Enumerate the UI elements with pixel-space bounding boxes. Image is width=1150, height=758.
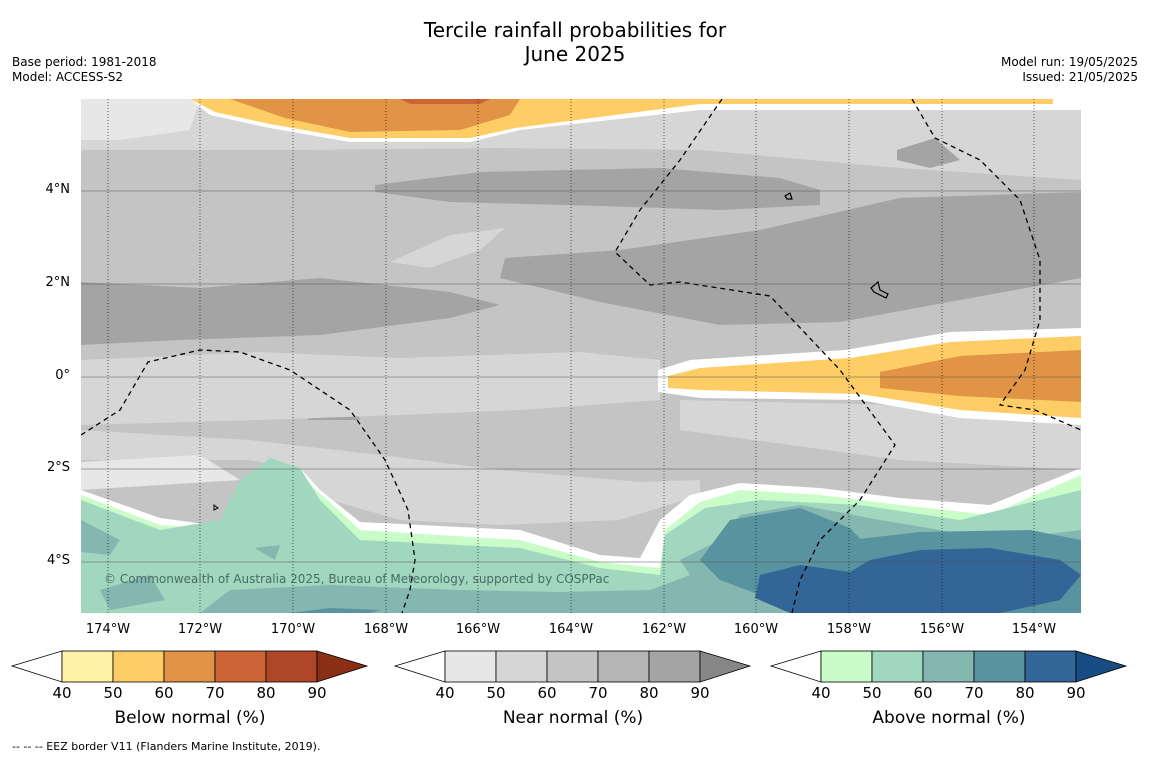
cb-above-seg-0 — [769, 650, 822, 683]
lon-label-156w: 156°W — [919, 622, 965, 637]
cb-below-seg-5 — [265, 650, 318, 683]
colorbar-below-label: Below normal (%) — [114, 708, 266, 728]
cb-above-seg-3 — [922, 650, 975, 683]
cb-near-seg-1 — [444, 650, 497, 683]
lon-label-160w: 160°W — [733, 622, 779, 637]
cb-below-seg-0 — [10, 650, 63, 683]
lat-label-0: 0° — [55, 368, 70, 383]
cb-above-tick: 90 — [1066, 684, 1086, 702]
issued-date: Issued: 21/05/2025 — [1022, 70, 1138, 84]
base-period: Base period: 1981-2018 — [12, 55, 157, 69]
near-normal-80-band-b — [500, 192, 1081, 325]
lon-label-168w: 168°W — [363, 622, 409, 637]
lat-label-2n: 2°N — [45, 275, 71, 290]
lat-label-2s: 2°S — [46, 460, 70, 475]
cb-above-seg-4 — [973, 650, 1026, 683]
cb-below-tick: 90 — [307, 684, 327, 702]
cb-near-seg-2 — [495, 650, 548, 683]
lon-label-174w: 174°W — [85, 622, 131, 637]
cb-below-tick: 70 — [205, 684, 225, 702]
cb-near-seg-5 — [648, 650, 701, 683]
cb-below-tick: 80 — [256, 684, 276, 702]
cb-above-tick: 60 — [913, 684, 933, 702]
cb-above-seg-1 — [820, 650, 873, 683]
cb-near-tick: 90 — [690, 684, 710, 702]
lon-label-158w: 158°W — [826, 622, 872, 637]
cb-above-tick: 40 — [811, 684, 831, 702]
cb-near-tick: 60 — [537, 684, 557, 702]
cb-below-seg-3 — [163, 650, 216, 683]
cb-below-seg-2 — [112, 650, 165, 683]
lat-label-4s: 4°S — [46, 553, 70, 568]
cb-above-seg-5 — [1024, 650, 1077, 683]
near-normal-40-northwest — [81, 99, 200, 140]
title-line-2: June 2025 — [524, 42, 626, 66]
colorbar-below — [10, 650, 369, 683]
near-normal-40-southwest — [81, 455, 240, 490]
lon-label-172w: 172°W — [177, 622, 223, 637]
island-coast-a — [784, 192, 793, 200]
near-normal-50-south — [81, 430, 700, 525]
island-coast-b — [870, 280, 889, 299]
meta-left: Base period: 1981-2018 Model: ACCESS-S2 — [12, 55, 157, 85]
lon-label-154w: 154°W — [1011, 622, 1057, 637]
cb-below-seg-6 — [316, 650, 369, 683]
cb-below-seg-4 — [214, 650, 267, 683]
near-normal-80-patch-ne — [897, 138, 960, 168]
cb-below-seg-1 — [61, 650, 114, 683]
cb-near-tick: 70 — [588, 684, 608, 702]
colorbar-near — [393, 650, 752, 683]
cb-below-tick: 60 — [154, 684, 174, 702]
map-field — [81, 99, 1081, 613]
cb-near-seg-3 — [546, 650, 599, 683]
meta-right: Model run: 19/05/2025 Issued: 21/05/2025 — [1001, 55, 1138, 85]
lon-label-162w: 162°W — [641, 622, 687, 637]
colorbar-above-label: Above normal (%) — [872, 708, 1026, 728]
cb-above-seg-6 — [1075, 650, 1128, 683]
near-normal-50-equator — [81, 352, 660, 425]
lon-label-164w: 164°W — [548, 622, 594, 637]
below-normal-70-equator — [880, 350, 1081, 402]
cb-near-tick: 50 — [486, 684, 506, 702]
eez-border-east — [911, 99, 1081, 431]
island-coast-c — [213, 504, 219, 511]
above-normal-80-patch-c — [290, 608, 380, 613]
model-run: Model run: 19/05/2025 — [1000, 55, 1138, 69]
near-normal-50-patch-a — [390, 228, 505, 268]
above-normal-70-patch-sw — [100, 575, 165, 610]
colorbar-above — [769, 650, 1128, 683]
cb-above-seg-2 — [871, 650, 924, 683]
near-normal-80-band-a — [375, 168, 820, 210]
eez-border-central — [614, 99, 896, 613]
cb-near-seg-6 — [699, 650, 752, 683]
cb-near-seg-4 — [597, 650, 650, 683]
above-normal-90-south — [755, 548, 1081, 613]
below-normal-80-north — [400, 99, 490, 104]
above-normal-70-patch-small — [255, 545, 280, 560]
eez-footnote: -- -- -- EEZ border V11 (Flanders Marine… — [12, 740, 321, 753]
colorbar-near-label: Near normal (%) — [502, 708, 644, 728]
below-normal-70-north — [230, 99, 520, 132]
near-normal-80-band-west — [81, 278, 500, 345]
cb-near-seg-0 — [393, 650, 446, 683]
cb-near-tick: 40 — [435, 684, 455, 702]
cb-near-tick: 80 — [639, 684, 659, 702]
lon-label-170w: 170°W — [270, 622, 316, 637]
cb-below-tick: 40 — [52, 684, 72, 702]
cb-above-tick: 70 — [964, 684, 984, 702]
lon-label-166w: 166°W — [455, 622, 501, 637]
model-name: Model: ACCESS-S2 — [12, 70, 124, 84]
cb-below-tick: 50 — [103, 684, 123, 702]
cb-above-tick: 50 — [862, 684, 882, 702]
map-title: Tercile rainfall probabilities for June … — [0, 18, 1150, 66]
eez-border-west — [81, 349, 416, 613]
title-line-1: Tercile rainfall probabilities for — [423, 18, 727, 42]
lat-label-4n: 4°N — [45, 182, 71, 197]
cb-above-tick: 80 — [1015, 684, 1035, 702]
copyright-notice: © Commonwealth of Australia 2025, Bureau… — [104, 572, 610, 586]
lat-grid-lines — [81, 190, 1081, 563]
above-normal-70-patch-west — [81, 520, 120, 555]
